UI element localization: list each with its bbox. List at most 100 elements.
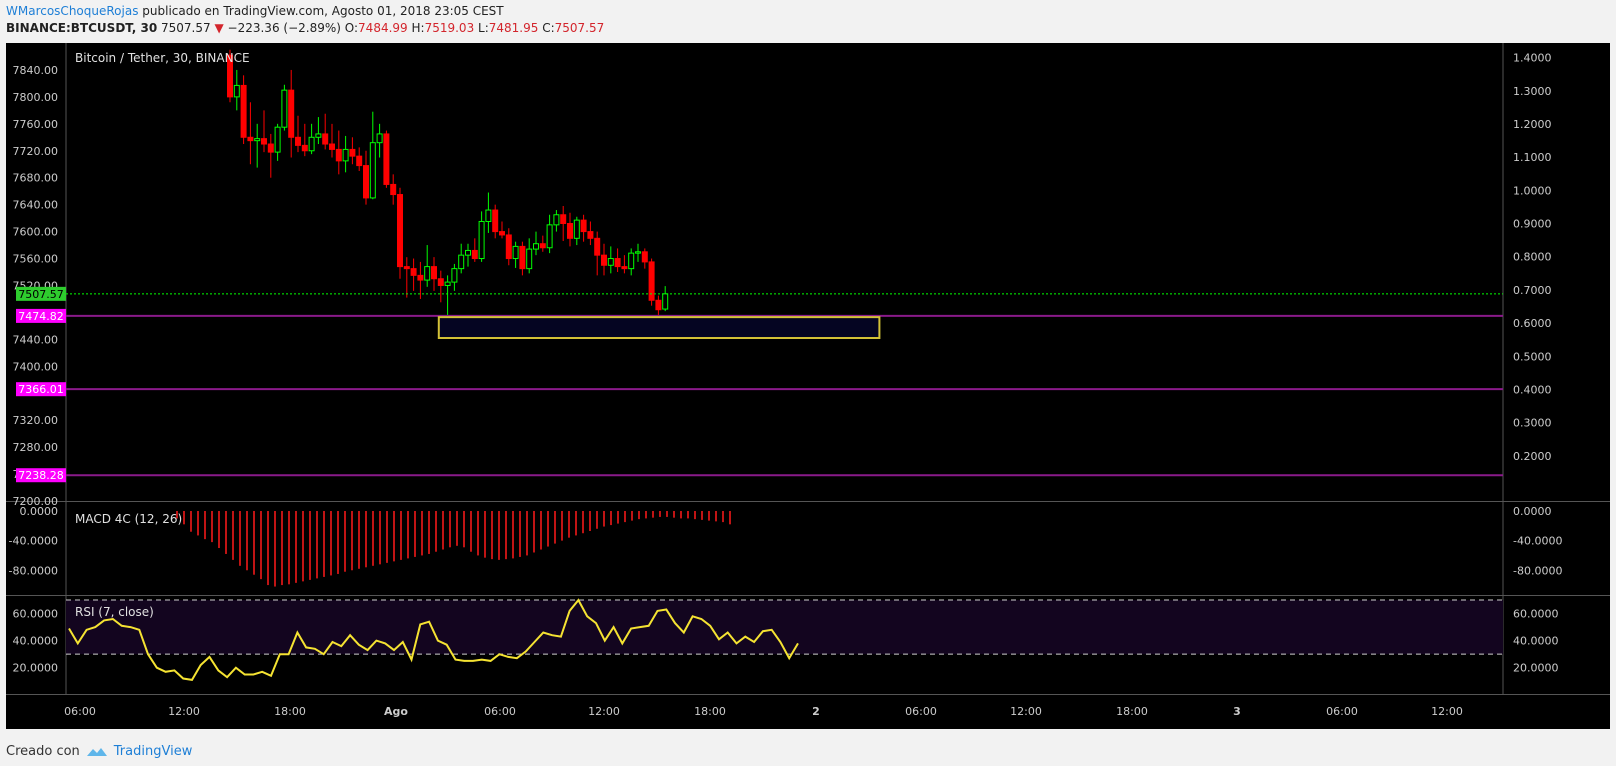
candle-body (431, 266, 437, 280)
candle-body (437, 278, 444, 286)
tradingview-logo-icon (86, 747, 107, 756)
candle-body (499, 231, 505, 236)
candle-body (444, 281, 451, 286)
y-tick-label: 7400.00 (13, 360, 59, 373)
price-change: −223.36 (−2.89%) (227, 21, 341, 35)
last-price: 7507.57 (161, 21, 211, 35)
x-tick-label: 18:00 (694, 705, 726, 718)
right-y-tick-label: 1.2000 (1513, 118, 1552, 131)
right-y-tick-label: 1.0000 (1513, 184, 1552, 197)
candle-body (424, 266, 431, 281)
x-tick-label: 12:00 (1431, 705, 1463, 718)
rsi-right-tick-label: 60.0000 (1513, 608, 1559, 621)
candle-body (322, 133, 329, 145)
y-tick-label: 7320.00 (13, 414, 59, 427)
macd-y-tick-label: 0.0000 (20, 505, 59, 518)
candle-body (594, 237, 601, 256)
high-value: 7519.03 (424, 21, 475, 35)
high-label: H: (411, 21, 425, 35)
chart-canvas[interactable]: 7240.007280.007320.007400.007440.007560.… (6, 43, 1610, 729)
rsi-right-tick-label: 20.0000 (1513, 662, 1559, 675)
candle-body (607, 258, 614, 266)
candle-body (546, 224, 553, 249)
candle-body (390, 183, 397, 196)
publish-line: WMarcosChoqueRojas publicado en TradingV… (6, 3, 1606, 20)
x-tick-label: 06:00 (484, 705, 516, 718)
down-arrow-icon: ▼ (214, 21, 224, 35)
footer: Creado con TradingView (6, 744, 192, 759)
x-tick-label: 12:00 (588, 705, 620, 718)
candle-body (512, 245, 519, 260)
candle-body (539, 243, 546, 249)
candle-body (567, 223, 573, 239)
y-tick-label: 7800.00 (13, 91, 59, 104)
candle-body (628, 252, 635, 270)
candle-body (288, 89, 295, 138)
candle-body (376, 133, 383, 144)
candle-body (254, 138, 261, 142)
macd-title: MACD 4C (12, 26) (75, 512, 182, 526)
candle-body (635, 251, 641, 254)
y-tick-label: 7720.00 (13, 145, 59, 158)
x-tick-label: Ago (384, 705, 408, 718)
candle-body (533, 243, 539, 250)
open-value: 7484.99 (358, 21, 408, 35)
candle-body (261, 138, 267, 145)
main-chart-title: Bitcoin / Tether, 30, BINANCE (75, 51, 250, 65)
right-y-tick-label: 1.1000 (1513, 151, 1552, 164)
right-y-tick-label: 0.3000 (1513, 417, 1552, 430)
candle-body (655, 299, 662, 311)
tradingview-brand-link[interactable]: TradingView (113, 744, 193, 759)
open-label: O: (344, 21, 359, 35)
candle-body (560, 214, 567, 225)
candle-body (329, 143, 335, 150)
created-with-label: Creado con (6, 744, 80, 759)
macd-y-tick-label: -80.0000 (9, 564, 58, 577)
candle-body (281, 89, 288, 128)
x-tick-label: 18:00 (274, 705, 306, 718)
candle-body (240, 84, 247, 138)
candle-body (648, 261, 655, 301)
rsi-line (68, 598, 799, 681)
y-tick-label: 7640.00 (13, 199, 59, 212)
candle-body (369, 142, 376, 199)
candle-body (349, 148, 356, 157)
support-level-label: 7474.82 (18, 310, 64, 323)
x-tick-label: 2 (812, 705, 820, 718)
low-value: 7481.95 (488, 21, 539, 35)
candle-body (553, 214, 560, 226)
candle-body (301, 144, 308, 152)
x-tick-label: 06:00 (905, 705, 937, 718)
right-y-tick-label: 0.4000 (1513, 383, 1552, 396)
y-tick-label: 7680.00 (13, 172, 59, 185)
current-price-badge (16, 286, 66, 301)
candle-body (485, 209, 492, 222)
x-tick-label: 06:00 (64, 705, 96, 718)
candle-body (356, 155, 363, 167)
chart-area[interactable]: 7240.007280.007320.007400.007440.007560.… (6, 43, 1610, 729)
close-label: C: (542, 21, 555, 35)
candle-body (451, 268, 458, 283)
right-y-tick-label: 0.9000 (1513, 218, 1552, 231)
y-tick-label: 7840.00 (13, 64, 59, 77)
rsi-title: RSI (7, close) (75, 605, 154, 619)
support-level-label: 7238.28 (18, 469, 64, 482)
candle-body (363, 165, 369, 199)
demand-zone-rectangle (437, 316, 881, 340)
candle-body (505, 234, 512, 260)
candle-body (295, 136, 301, 146)
candle-body (662, 293, 669, 310)
candle-body (519, 245, 526, 270)
candle-body (526, 248, 533, 270)
candle-body (587, 231, 594, 239)
close-value: 7507.57 (554, 21, 605, 35)
right-y-tick-label: 0.2000 (1513, 450, 1552, 463)
candle-body (641, 251, 648, 263)
y-tick-label: 7200.00 (13, 495, 59, 508)
right-y-tick-label: 0.7000 (1513, 284, 1552, 297)
rsi-band-fill (66, 600, 1503, 655)
ohlc-line: BINANCE:BTCUSDT, 30 7507.57 ▼ −223.36 (−… (6, 20, 1606, 37)
author-link[interactable]: WMarcosChoqueRojas (6, 4, 139, 18)
candle-body (492, 209, 499, 233)
candle-body (383, 133, 390, 185)
